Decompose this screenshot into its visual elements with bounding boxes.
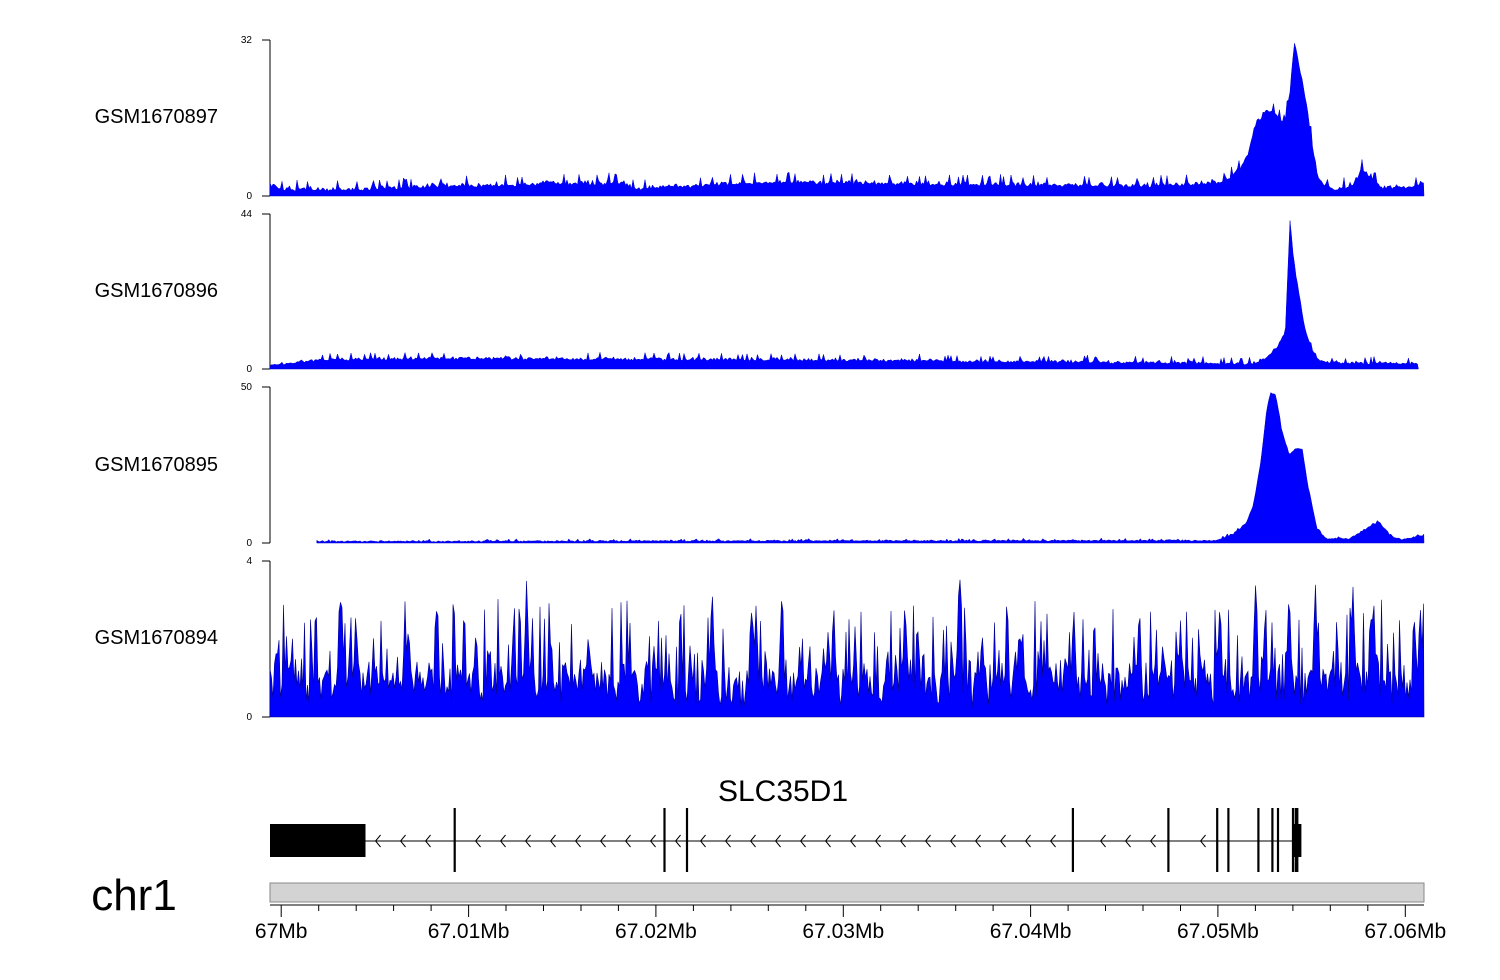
strand-arrow [524, 834, 531, 848]
track-gsm1670895: GSM1670895 50 0 [95, 382, 1425, 549]
strand-arrow [374, 834, 381, 848]
strand-arrow [1099, 834, 1106, 848]
chromosome-ideogram: chr1 [91, 871, 1425, 920]
strand-arrow [649, 834, 656, 848]
gene-exon [1293, 824, 1302, 857]
x-tick-label: 67.05Mb [1177, 920, 1259, 943]
gene-exon [1257, 808, 1260, 872]
strand-arrow [474, 834, 481, 848]
signal-area [269, 220, 1419, 370]
signal-area [269, 579, 1425, 718]
chromosome-bar [269, 882, 1425, 903]
chromosome-label: chr1 [91, 871, 177, 920]
track-gsm1670894: GSM1670894 4 0 [95, 556, 1425, 723]
strand-arrow [949, 834, 956, 848]
track-gsm1670897: GSM1670897 32 0 [95, 35, 1425, 202]
strand-arrows [374, 834, 1206, 848]
strand-arrow [624, 834, 631, 848]
gene-track: SLC35D1 [270, 775, 1302, 872]
strand-arrow [899, 834, 906, 848]
y-min-label: 0 [246, 364, 252, 375]
gene-exon [270, 824, 366, 857]
x-tick-label: 67.06Mb [1364, 920, 1446, 943]
y-max-label: 4 [246, 556, 252, 567]
x-tick-label: 67.01Mb [428, 920, 510, 943]
strand-arrow [1049, 834, 1056, 848]
strand-arrow [824, 834, 831, 848]
y-max-label: 50 [241, 382, 253, 393]
signal-area [269, 43, 1425, 197]
gene-label: SLC35D1 [718, 775, 848, 808]
strand-arrow [1124, 834, 1131, 848]
strand-arrow [874, 834, 881, 848]
gene-exon [663, 808, 666, 872]
track-label: GSM1670894 [95, 627, 218, 649]
y-max-label: 44 [241, 209, 253, 220]
track-label: GSM1670895 [95, 454, 218, 476]
strand-arrow [599, 834, 606, 848]
gene-exons [270, 808, 1302, 872]
gene-exon [1071, 808, 1074, 872]
gene-exon [1216, 808, 1219, 872]
strand-arrow [699, 834, 706, 848]
x-tick-label: 67Mb [255, 920, 308, 943]
y-min-label: 0 [246, 538, 252, 549]
strand-arrow [799, 834, 806, 848]
signal-area [316, 392, 1425, 544]
strand-arrow [424, 834, 431, 848]
gene-exon [1291, 808, 1295, 872]
gene-exon [1227, 808, 1230, 872]
x-tick-label: 67.02Mb [615, 920, 697, 943]
strand-arrow [1149, 834, 1156, 848]
strand-arrow [674, 834, 681, 848]
strand-arrow [924, 834, 931, 848]
strand-arrow [999, 834, 1006, 848]
x-tick-label: 67.04Mb [990, 920, 1072, 943]
track-gsm1670896: GSM1670896 44 0 [95, 209, 1419, 375]
gene-exon [1271, 808, 1274, 872]
gene-exon [1167, 808, 1170, 872]
strand-arrow [849, 834, 856, 848]
track-label: GSM1670896 [95, 280, 218, 302]
gene-exon [685, 808, 689, 872]
strand-arrow [549, 834, 556, 848]
x-tick-label: 67.03Mb [802, 920, 884, 943]
y-max-label: 32 [241, 35, 253, 46]
gene-exon [453, 808, 456, 872]
strand-arrow [749, 834, 756, 848]
gene-exon [1276, 808, 1280, 872]
y-min-label: 0 [246, 712, 252, 723]
strand-arrow [499, 834, 506, 848]
strand-arrow [574, 834, 581, 848]
strand-arrow [774, 834, 781, 848]
strand-arrow [399, 834, 406, 848]
x-axis: 67Mb 67.01Mb 67.02Mb 67.03Mb 67.04Mb 67.05Mb 6… [255, 904, 1446, 943]
strand-arrow [974, 834, 981, 848]
strand-arrow [1199, 834, 1206, 848]
track-label: GSM1670897 [95, 106, 218, 128]
strand-arrow [1024, 834, 1031, 848]
strand-arrow [724, 834, 731, 848]
y-min-label: 0 [246, 191, 252, 202]
